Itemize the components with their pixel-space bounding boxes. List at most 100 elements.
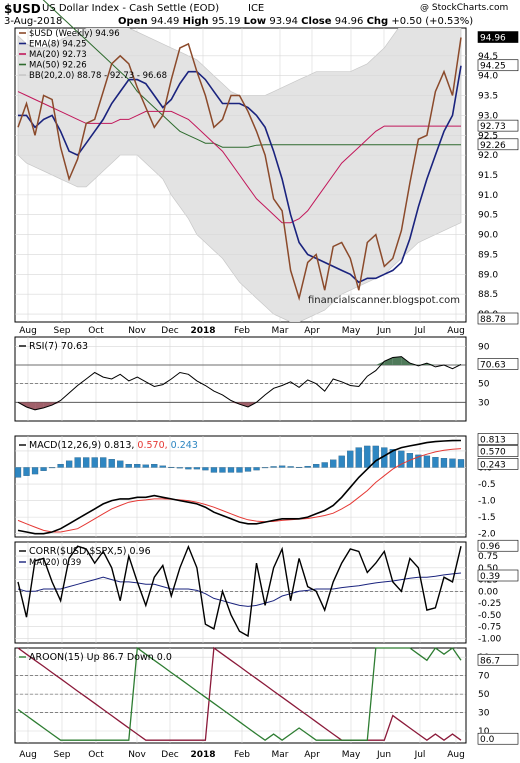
macd-hist-tag-bg: [477, 458, 519, 470]
y-tick-label-2: -0.5: [478, 480, 496, 490]
macd-hist-bar: [48, 467, 56, 469]
macd-hist-bar: [236, 467, 243, 473]
macd-hist-bar: [278, 465, 286, 468]
legend-entry: MA(20) 92.73: [29, 50, 87, 60]
aroon-up-line: [17, 646, 462, 742]
copyright-label: @ StockCharts.com: [420, 3, 509, 13]
macd-legend-part-3: 0.243: [171, 440, 198, 451]
macd-hist-tag: 0.243: [480, 460, 506, 470]
macd-hist-bar: [355, 447, 362, 468]
macd-hist-bar: [449, 458, 456, 468]
macd-hist-bar: [31, 467, 39, 475]
corr-ma-tag-bg: [477, 569, 519, 582]
x-tick-label-top: Feb: [234, 326, 250, 336]
y-tick-label-2: -2.0: [478, 530, 496, 540]
y-tick-label-4: 30: [478, 709, 490, 719]
x-tick-label-top: Jul: [414, 326, 426, 336]
macd-hist-bar: [261, 467, 269, 469]
macd-hist-bar: [440, 458, 448, 468]
y-tick-label-0: 92.0: [478, 151, 498, 161]
rsi-tag: 70.63: [480, 360, 506, 370]
close-value: 94.96: [334, 16, 364, 27]
y-tick-label-0: 94.0: [478, 72, 498, 82]
macd-hist-bar: [210, 467, 218, 473]
x-tick-label-top: Oct: [88, 326, 104, 336]
ma50-line: [42, 0, 461, 148]
low-value: 93.94: [269, 16, 298, 27]
y-tick-label-0: 91.5: [478, 171, 498, 181]
macd-hist-bar: [415, 454, 422, 468]
x-tick-label-bottom: Oct: [88, 750, 104, 760]
macd-hist-bar: [296, 466, 303, 468]
exchange-label: ICE: [248, 3, 265, 14]
rsi-tag-bg: [477, 358, 519, 370]
macd-hist-bar: [74, 457, 81, 468]
macd-hist-bar: [347, 450, 354, 468]
x-tick-label-top: Jun: [376, 326, 391, 336]
macd-legend-part-1: 0.813,: [104, 440, 137, 451]
macd-hist-bar: [202, 467, 209, 471]
macd-line: [17, 439, 462, 535]
macd-tag-bg: [477, 433, 519, 445]
macd-signal-line: [17, 448, 462, 533]
index-name: US Dollar Index - Cash Settle (EOD): [42, 3, 220, 14]
x-tick-label-top: May: [342, 326, 361, 336]
high-label: High: [182, 16, 209, 27]
aroon-down-tag: 0.0: [480, 735, 495, 745]
macd-hist-bar: [168, 466, 175, 468]
x-tick-label-top: Mar: [272, 326, 289, 336]
ma20-tag: 92.73: [480, 122, 506, 132]
y-tick-label-0: 89.0: [478, 270, 498, 280]
y-tick-label-0: 90.5: [478, 211, 498, 221]
corr-ma-tag: 0.39: [480, 572, 500, 582]
macd-hist-bar: [457, 459, 465, 468]
low-label: Low: [243, 16, 267, 27]
open-label: Open: [118, 16, 148, 27]
ma20-line: [17, 91, 461, 224]
legend-entry: BB(20,2.0) 88.78 - 92.73 - 96.68: [29, 71, 167, 81]
symbol-label: $USD: [4, 2, 41, 16]
y-tick-label-1: 30: [478, 398, 490, 408]
x-tick-label-bottom: Dec: [161, 750, 178, 760]
legend-entry: $USD (Weekly) 94.96: [29, 29, 120, 39]
rsi-legend: RSI(7) 70.63: [29, 341, 88, 352]
y-tick-label-3: -1.00: [478, 634, 502, 644]
aroon-up-tag: 86.7: [480, 656, 500, 666]
x-tick-label-top: Apr: [304, 326, 320, 336]
macd-hist-bar: [57, 463, 64, 468]
y-tick-label-0: 92.5: [478, 131, 498, 141]
x-tick-label-bottom: 2018: [190, 750, 215, 760]
macd-hist-bar: [253, 467, 260, 471]
x-tick-label-top: Dec: [161, 326, 178, 336]
macd-hist-bar: [14, 467, 22, 478]
x-tick-label-bottom: Sep: [54, 750, 71, 760]
macd-hist-bar: [142, 464, 149, 468]
watermark-text: financialscanner.blogspot.com: [308, 295, 460, 306]
x-tick-label-bottom: Aug: [447, 750, 465, 760]
price-tag: 94.96: [480, 34, 506, 44]
macd-hist-bar: [389, 449, 396, 468]
y-tick-label-0: 90.0: [478, 231, 498, 241]
macd-hist-bar: [65, 460, 73, 468]
y-tick-label-3: 0.50: [478, 564, 498, 574]
x-tick-label-bottom: Aug: [19, 750, 37, 760]
panel-frame-2: [14, 435, 467, 538]
rsi-oversold-fill: [43, 402, 53, 408]
macd-hist-bar: [432, 457, 439, 468]
macd-hist-bar: [330, 459, 337, 468]
y-tick-label-0: 93.5: [478, 92, 498, 102]
y-tick-label-0: 89.5: [478, 250, 498, 260]
x-tick-label-top: Sep: [54, 326, 71, 336]
close-label: Close: [301, 16, 332, 27]
legend-entry: MA(50) 92.26: [29, 61, 87, 71]
y-tick-label-3: -0.50: [478, 611, 502, 621]
corr-tag: 0.96: [480, 542, 500, 552]
ema8-tag: 94.25: [480, 62, 506, 72]
macd-hist-bar: [304, 465, 311, 468]
aroon-up-tag-bg: [477, 653, 519, 666]
panel-frame-1: [14, 336, 467, 422]
bb-tag: 88.78: [480, 315, 506, 325]
y-tick-label-0: 93.0: [478, 111, 498, 121]
chg-value: +0.50 (+0.53%): [391, 16, 474, 27]
x-tick-label-top: Aug: [447, 326, 465, 336]
